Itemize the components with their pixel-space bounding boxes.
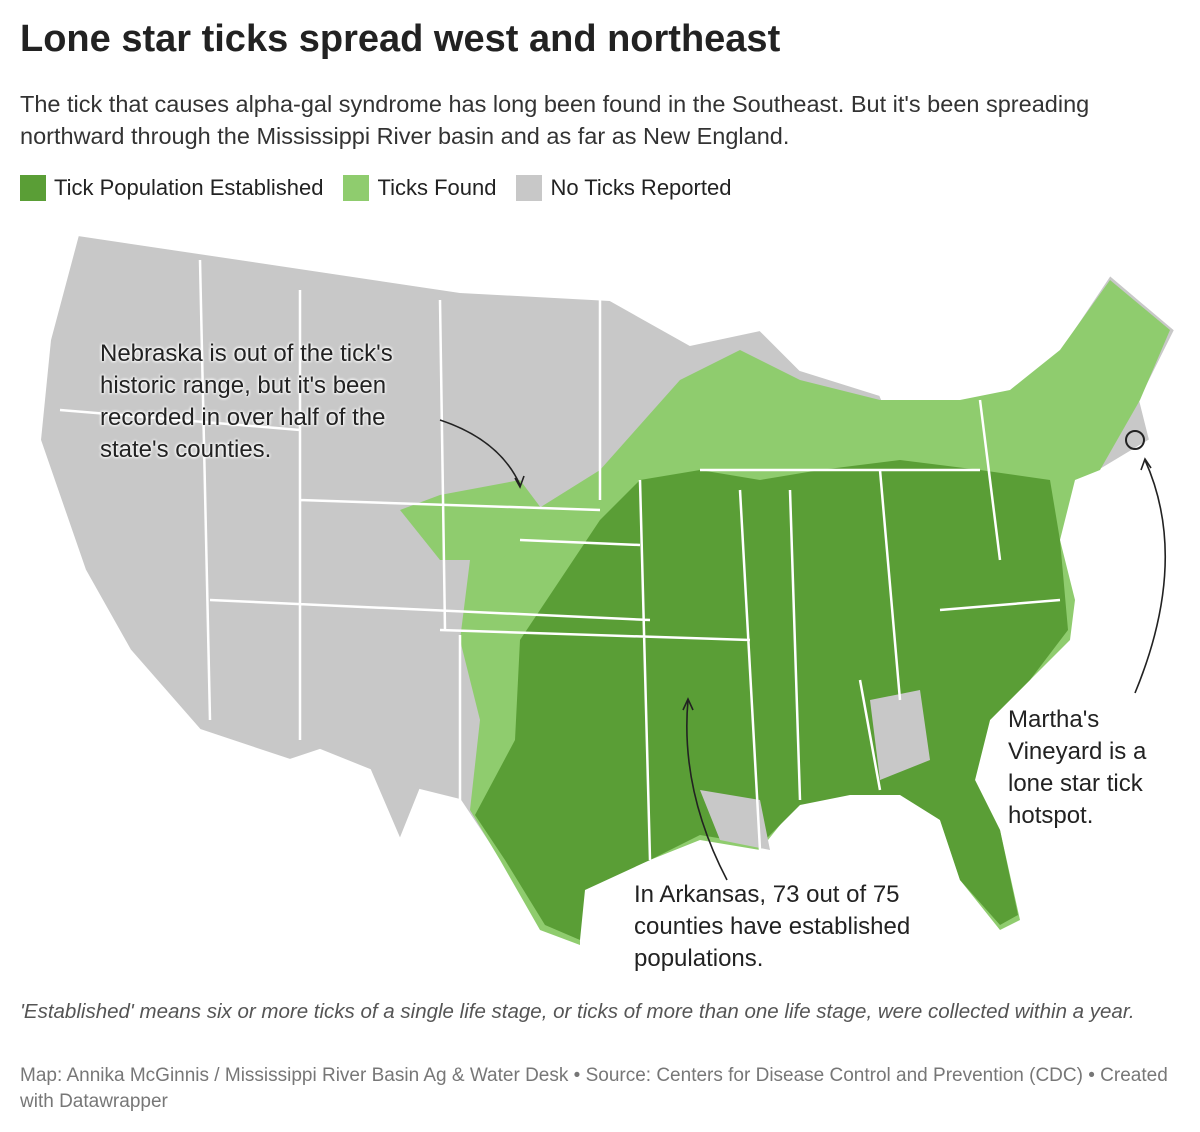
region-found-west: [400, 480, 550, 560]
arrows: [439, 419, 1167, 881]
region-none-patch: [700, 790, 770, 850]
legend-label: Ticks Found: [377, 175, 497, 200]
legend-label: Tick Population Established: [54, 175, 324, 200]
region-none-patch: [870, 690, 930, 780]
subtitle: The tick that causes alpha-gal syndrome …: [20, 91, 1090, 149]
legend-label: No Ticks Reported: [550, 175, 732, 200]
annotation: In Arkansas, 73 out of 75 counties have …: [634, 881, 911, 972]
legend-item: No Ticks Reported: [516, 175, 731, 201]
legend-swatch: [343, 175, 370, 201]
legend-item: Ticks Found: [343, 175, 496, 201]
legend-swatch: [516, 175, 543, 201]
legend-item: Tick Population Established: [20, 175, 323, 201]
credit: Map: Annika McGinnis / Mississippi River…: [20, 1065, 1168, 1112]
legend-swatch: [20, 175, 46, 201]
map: [38, 233, 1177, 947]
footnote: 'Established' means six or more ticks of…: [20, 1000, 1135, 1023]
legend: Tick Population Established Ticks Found No…: [20, 175, 731, 201]
annotation: Nebraska is out of the tick's historic r…: [100, 340, 393, 463]
title: Lone star ticks spread west and northeas…: [20, 18, 781, 60]
highlight-circle: [1125, 430, 1145, 450]
annotation: Martha's Vineyard is a lone star tick ho…: [1008, 706, 1147, 829]
region-established: [475, 460, 1068, 940]
state-borders: [59, 259, 1061, 861]
